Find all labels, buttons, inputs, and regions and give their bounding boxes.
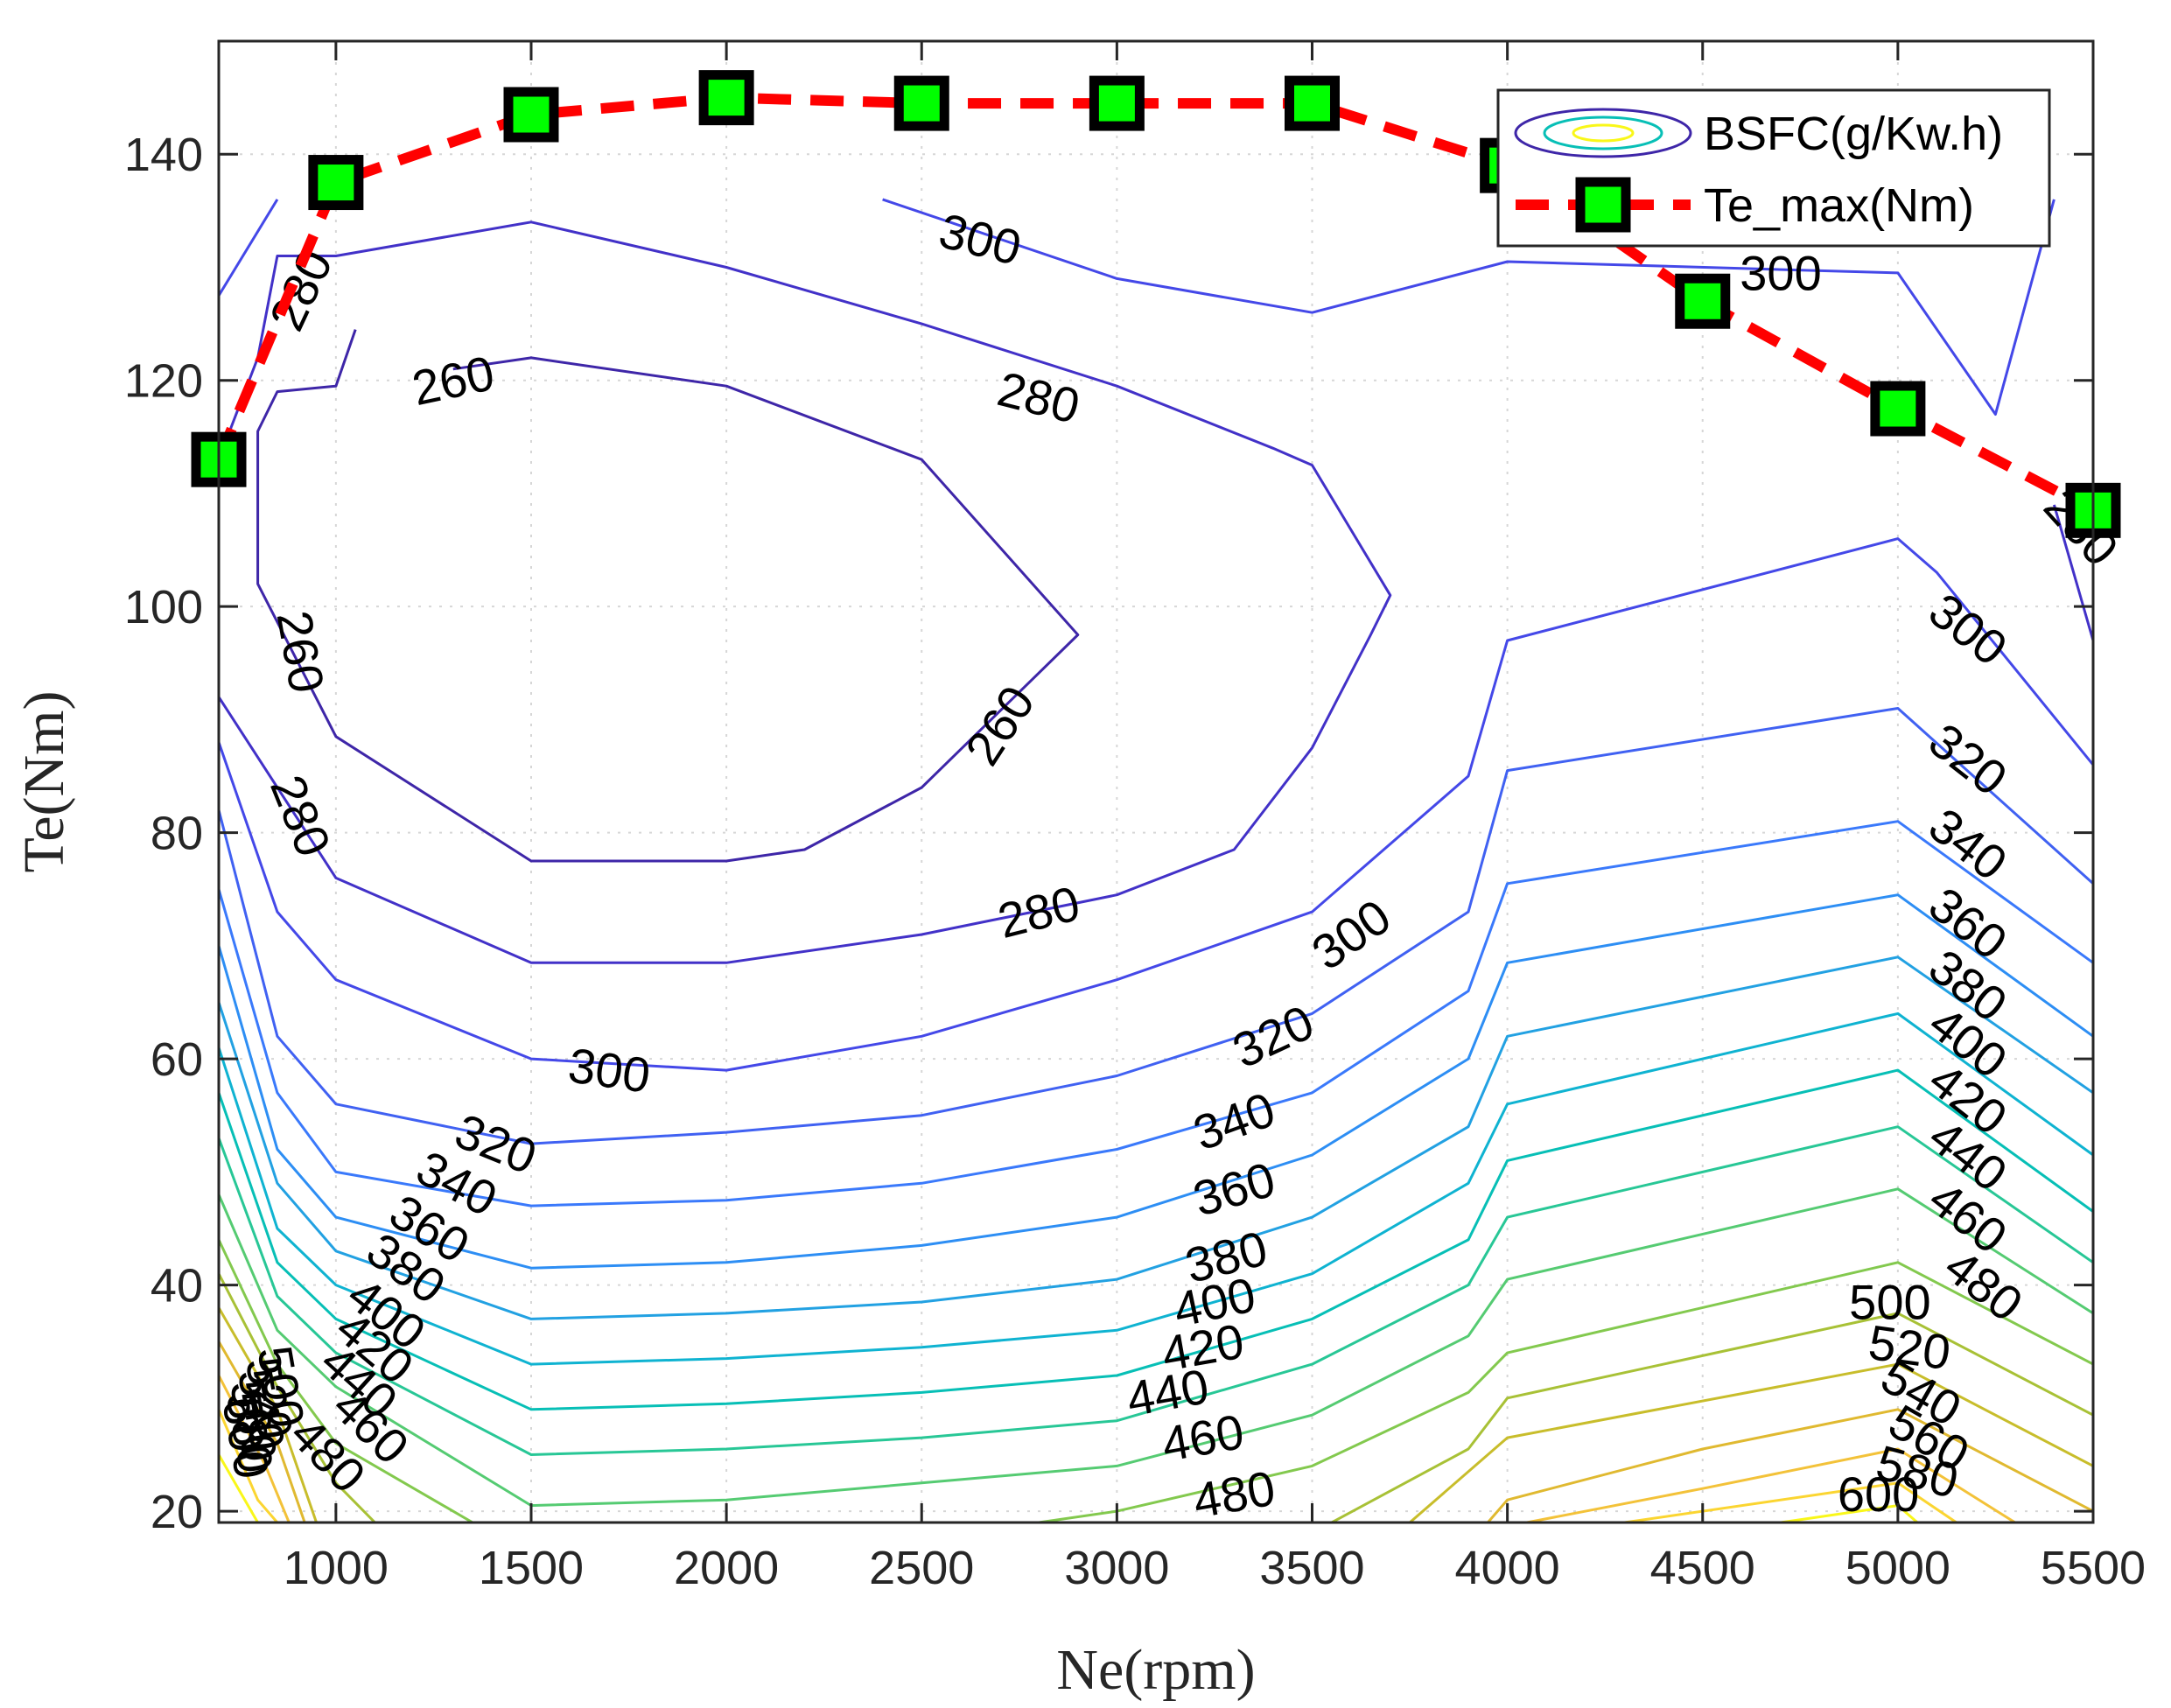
bsfc-contours [219, 198, 2093, 1522]
contour-legend-icon [1514, 108, 1692, 158]
contour-label: 520 [1866, 1314, 1954, 1380]
te-max-marker [698, 70, 754, 126]
x-tick-label: 3500 [1259, 1542, 1364, 1594]
te-max-marker [308, 155, 364, 211]
te-max-line [214, 92, 2096, 515]
te-max-marker [503, 87, 559, 143]
y-tick-label: 40 [151, 1260, 203, 1312]
contour-580 [219, 1409, 279, 1522]
contour-580 [1624, 1481, 1957, 1522]
x-tick-label: 5500 [2041, 1542, 2146, 1594]
te-max-marker [1870, 381, 1926, 437]
contour-label: 600 [1838, 1466, 1919, 1522]
te-max-marker [1675, 273, 1731, 329]
y-tick-label: 80 [151, 808, 203, 860]
contour-label: 500 [1849, 1275, 1930, 1330]
x-tick-label: 3000 [1064, 1542, 1169, 1594]
contour-500 [1331, 1312, 2093, 1522]
y-tick-label: 60 [151, 1033, 203, 1086]
x-axis-title: Ne(rpm) [1056, 1638, 1255, 1702]
contour-540 [1487, 1408, 2093, 1522]
contour-label: 300 [1740, 245, 1821, 300]
contour-500 [219, 1273, 376, 1522]
te-max-legend-icon [1516, 177, 1691, 233]
legend-contour-middle [1543, 116, 1663, 150]
legend-marker [1575, 177, 1631, 233]
contour-320 [219, 707, 2093, 1145]
contour-260 [256, 329, 1080, 863]
x-tick-label: 2500 [869, 1542, 974, 1594]
contour-420 [219, 1068, 2093, 1411]
contour-560 [1526, 1447, 2016, 1522]
contour-360 [219, 893, 2093, 1270]
y-tick-label: 20 [151, 1486, 203, 1538]
y-tick-label: 120 [124, 355, 203, 408]
legend-label-te-max: Te_max(Nm) [1704, 179, 1974, 232]
te-max-marker [1089, 75, 1145, 131]
x-tick-label: 5000 [1845, 1542, 1950, 1594]
contour-380 [219, 956, 2093, 1320]
contour-300 [219, 199, 279, 297]
contour-300 [882, 198, 2055, 416]
contour-280 [2052, 504, 2093, 641]
contour-440 [219, 1125, 2093, 1456]
x-tick-label: 2000 [674, 1542, 779, 1594]
contour-460 [219, 1187, 2093, 1508]
x-tick-label: 4500 [1650, 1542, 1755, 1594]
contour-340 [219, 820, 2093, 1208]
y-axis-title: Te(Nm) [12, 691, 76, 873]
contour-600 [219, 1453, 259, 1522]
contour-label: 300 [565, 1037, 654, 1102]
contour-280 [219, 220, 1392, 964]
legend-label-bsfc: BSFC(g/Kw.h) [1704, 108, 2003, 160]
contour-520 [1409, 1362, 2093, 1522]
x-tick-label: 1500 [479, 1542, 584, 1594]
x-tick-label: 1000 [284, 1542, 389, 1594]
contour-300 [219, 537, 2093, 1072]
legend-contour-inner [1572, 123, 1635, 143]
legend: BSFC(g/Kw.h) Te_max(Nm) [1496, 88, 2051, 248]
legend-contour-outer [1514, 108, 1692, 158]
contour-520 [219, 1306, 319, 1522]
plot-frame [217, 39, 2095, 1524]
contour-400 [219, 1012, 2093, 1366]
grid [219, 41, 2094, 1522]
contour-560 [219, 1375, 291, 1522]
y-tick-label: 140 [124, 129, 203, 181]
contour-480 [219, 1239, 473, 1522]
contour-540 [219, 1340, 306, 1522]
te-max-marker [1285, 75, 1340, 131]
y-tick-label: 100 [124, 581, 203, 634]
axis-ticks: 1000 1500 2000 2500 3000 3500 4000 4500 5000 5500… [124, 41, 2146, 1594]
x-tick-label: 4000 [1455, 1542, 1560, 1594]
te-max-marker [893, 75, 949, 131]
